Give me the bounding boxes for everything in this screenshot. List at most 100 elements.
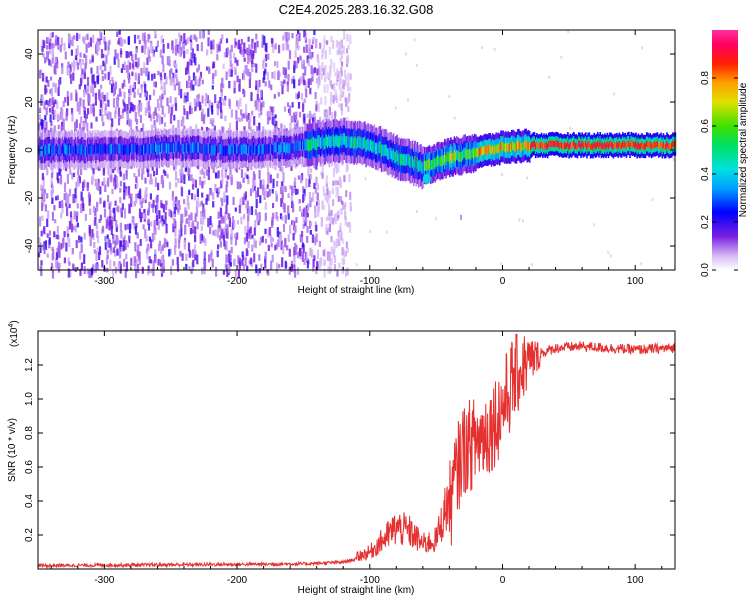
noise-speck: [347, 72, 350, 82]
noise-speck: [188, 75, 191, 81]
noise-speck: [242, 49, 245, 57]
noise-speck: [309, 200, 312, 208]
noise-speck: [296, 39, 299, 44]
noise-speck: [153, 73, 156, 79]
noise-speck: [39, 107, 42, 113]
ridge-cell: [540, 141, 543, 148]
noise-speck: [41, 127, 44, 134]
noise-speck: [256, 212, 259, 221]
noise-speck: [220, 91, 223, 102]
noise-speck: [277, 71, 280, 80]
noise-speck: [178, 32, 181, 38]
noise-speck: [304, 81, 307, 92]
noise-speck: [132, 87, 135, 93]
noise-speck: [205, 198, 208, 205]
noise-speck: [116, 96, 119, 107]
noise-speck: [89, 59, 92, 64]
noise-speck: [347, 44, 350, 49]
noise-speck: [317, 103, 320, 113]
noise-speck: [93, 242, 96, 248]
noise-speck: [157, 70, 160, 76]
noise-speck: [101, 75, 104, 82]
noise-speck: [294, 225, 297, 233]
noise-speck: [272, 46, 275, 53]
noise-speck: [264, 238, 268, 244]
noise-speck: [299, 55, 302, 61]
noise-speck: [181, 253, 184, 261]
noise-speck: [315, 234, 318, 242]
noise-speck: [123, 208, 127, 219]
noise-speck: [137, 88, 140, 96]
ridge-cell: [300, 139, 303, 150]
noise-speck: [80, 236, 83, 243]
noise-speck: [155, 46, 158, 52]
noise-speck: [161, 93, 164, 100]
ridge-cell: [163, 141, 165, 152]
noise-speck: [102, 53, 105, 58]
noise-speck: [154, 177, 157, 187]
ridge-cell: [303, 139, 305, 150]
noise-speck: [258, 170, 261, 180]
noise-speck: [86, 182, 89, 192]
noise-speck: [186, 49, 189, 55]
noise-speck: [321, 200, 324, 210]
ridge-cell: [564, 142, 567, 150]
ridge-cell: [512, 141, 514, 150]
ridge-cell: [107, 143, 109, 154]
noise-speck: [76, 32, 79, 41]
ridge-cell: [306, 138, 309, 151]
noise-speck: [134, 53, 137, 61]
noise-speck: [123, 103, 126, 112]
noise-speck: [137, 73, 140, 83]
noise-speck: [334, 89, 337, 97]
ridge-cell: [419, 159, 421, 172]
noise-speck: [307, 203, 310, 211]
ridge-cell: [342, 133, 345, 145]
noise-speck: [184, 207, 187, 217]
snr-x-label: Height of straight line (km): [298, 585, 415, 596]
ridge-cell: [251, 143, 254, 154]
noise-speck: [207, 170, 210, 180]
noise-speck: [160, 203, 164, 209]
noise-speck: [211, 85, 214, 90]
noise-speck: [230, 109, 233, 118]
noise-speck: [200, 111, 204, 122]
noise-speck: [287, 32, 290, 41]
ridge-cell: [126, 145, 128, 156]
noise-speck: [325, 175, 328, 185]
noise-speck: [247, 68, 250, 77]
noise-speck: [119, 222, 122, 232]
noise-speck: [196, 44, 199, 51]
noise-speck: [295, 41, 298, 51]
x-tick-label: -100: [360, 276, 380, 287]
noise-speck: [328, 223, 331, 233]
noise-speck: [306, 212, 309, 218]
noise-speck: [251, 244, 254, 252]
x-tick-label: 100: [627, 276, 644, 287]
noise-speck: [95, 223, 98, 230]
noise-speck: [245, 232, 248, 242]
noise-speck: [69, 69, 72, 79]
noise-speck: [91, 82, 94, 87]
noise-speck: [56, 113, 59, 121]
ridge-cell: [85, 146, 88, 157]
noise-speck: [337, 45, 340, 50]
noise-speck: [104, 41, 107, 51]
noise-speck: [305, 207, 308, 213]
noise-speck: [306, 226, 309, 233]
ridge-cell: [531, 142, 533, 149]
noise-speck: [270, 38, 274, 44]
noise-speck: [109, 209, 112, 218]
noise-speck: [332, 180, 335, 186]
noise-speck: [243, 213, 246, 220]
noise-speck: [239, 183, 242, 189]
noise-speck: [593, 223, 596, 227]
noise-speck: [285, 41, 288, 51]
noise-speck: [51, 197, 54, 204]
noise-speck: [48, 50, 51, 55]
ridge-cell: [428, 158, 431, 169]
noise-speck: [57, 45, 60, 50]
noise-speck: [252, 50, 255, 59]
ridge-cell: [255, 145, 257, 156]
